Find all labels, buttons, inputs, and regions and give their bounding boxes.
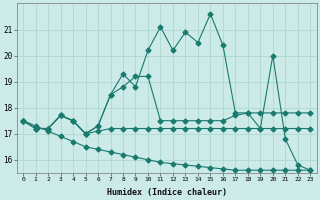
X-axis label: Humidex (Indice chaleur): Humidex (Indice chaleur) bbox=[107, 188, 227, 197]
